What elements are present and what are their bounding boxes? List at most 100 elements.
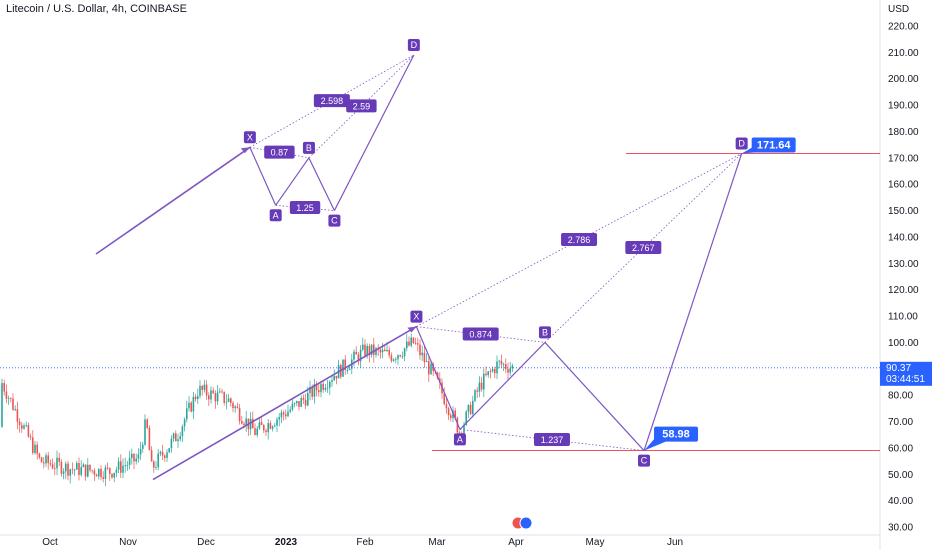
illustration-ratio-box bbox=[346, 99, 377, 113]
candle-body bbox=[368, 346, 371, 356]
candle-body bbox=[95, 474, 98, 477]
candle-body bbox=[381, 349, 384, 353]
candle-body bbox=[480, 382, 483, 390]
candle-body bbox=[430, 364, 432, 375]
impulse-arrowhead bbox=[407, 326, 417, 333]
candle-body bbox=[172, 433, 175, 439]
candle-body bbox=[428, 360, 430, 375]
candle-body bbox=[199, 385, 201, 397]
candle-body bbox=[126, 464, 129, 466]
candle-body bbox=[476, 390, 478, 392]
candle-body bbox=[113, 472, 115, 478]
candle-body bbox=[276, 419, 278, 426]
price-callout-label: 171.64 bbox=[757, 140, 792, 152]
candle-body bbox=[348, 368, 351, 371]
candle-body bbox=[157, 453, 159, 468]
candle-body bbox=[93, 470, 96, 475]
candle-body bbox=[159, 451, 162, 454]
y-tick-label: 170.00 bbox=[888, 153, 919, 164]
candle-body bbox=[43, 462, 45, 464]
impulse-line bbox=[152, 325, 417, 481]
illustration-ratio-line bbox=[249, 146, 310, 159]
pattern-point-label: X bbox=[413, 312, 419, 322]
candle-body bbox=[318, 390, 320, 393]
candle-body bbox=[491, 368, 494, 372]
illustration-leg bbox=[249, 147, 277, 206]
candle-body bbox=[456, 417, 459, 433]
pattern-ratio-label: 2.767 bbox=[632, 243, 655, 253]
y-tick-label: 50.00 bbox=[888, 470, 913, 481]
candle-body bbox=[3, 383, 5, 392]
pattern-ratio-box bbox=[533, 433, 570, 447]
candle-body bbox=[131, 453, 133, 459]
illustration-impulse-line bbox=[95, 146, 251, 255]
candle-body bbox=[87, 464, 89, 477]
candle-body bbox=[181, 426, 184, 437]
candle-body bbox=[49, 463, 52, 465]
y-tick-label: 140.00 bbox=[888, 232, 919, 243]
candle-body bbox=[373, 344, 375, 355]
candle-body bbox=[302, 398, 305, 400]
candle-body bbox=[496, 361, 498, 374]
y-tick-label: 60.00 bbox=[888, 443, 913, 454]
candle-body bbox=[395, 359, 397, 361]
candle-body bbox=[265, 430, 267, 433]
price-callout-label: 58.98 bbox=[662, 429, 690, 441]
illustration-point-marker bbox=[269, 209, 282, 222]
price-callout bbox=[751, 137, 796, 153]
candle-body bbox=[208, 395, 210, 400]
candle-body bbox=[84, 464, 87, 477]
candle-body bbox=[384, 349, 386, 352]
candle-body bbox=[45, 455, 47, 464]
x-tick-label: Nov bbox=[119, 537, 137, 548]
candle-body bbox=[443, 393, 445, 405]
candle-body bbox=[89, 464, 91, 471]
candle-body bbox=[421, 352, 423, 356]
candle-body bbox=[355, 351, 357, 355]
candle-body bbox=[128, 458, 131, 465]
candle-body bbox=[274, 425, 276, 427]
candle-body bbox=[293, 403, 296, 404]
candle-body bbox=[278, 417, 280, 420]
y-tick-label: 130.00 bbox=[888, 259, 919, 270]
candle-body bbox=[234, 406, 236, 409]
candle-body bbox=[410, 337, 412, 346]
candle-body bbox=[25, 425, 27, 426]
candle-body bbox=[252, 418, 254, 429]
candle-body bbox=[304, 399, 307, 406]
candle-body bbox=[285, 414, 287, 417]
candle-body bbox=[51, 464, 54, 469]
candle-body bbox=[494, 368, 496, 374]
currency-label: USD bbox=[888, 4, 909, 15]
candle-body bbox=[353, 351, 355, 360]
y-tick-label: 210.00 bbox=[888, 48, 919, 59]
candle-body bbox=[408, 341, 410, 346]
candle-body bbox=[166, 452, 168, 458]
x-tick-label: Dec bbox=[197, 537, 215, 548]
pattern-point-label: D bbox=[738, 139, 745, 149]
candle-body bbox=[144, 419, 146, 445]
pattern-leg bbox=[544, 342, 645, 451]
candle-body bbox=[307, 392, 309, 406]
candle-body bbox=[100, 468, 102, 478]
candle-body bbox=[489, 371, 492, 373]
candle-body bbox=[67, 463, 69, 476]
y-tick-label: 200.00 bbox=[888, 74, 919, 85]
candle-body bbox=[241, 421, 243, 424]
candle-body bbox=[194, 396, 197, 400]
candle-body bbox=[447, 408, 450, 416]
pattern-ratio-box bbox=[625, 240, 662, 254]
candle-body bbox=[313, 384, 316, 397]
candle-body bbox=[478, 382, 481, 392]
pattern-point-label: B bbox=[542, 327, 548, 337]
candle-body bbox=[227, 398, 230, 402]
candle-body bbox=[91, 470, 93, 472]
candle-body bbox=[483, 373, 485, 390]
candle-body bbox=[509, 368, 511, 373]
candle-body bbox=[390, 355, 393, 361]
candle-body bbox=[201, 385, 203, 390]
candle-body bbox=[221, 391, 223, 393]
candle-body bbox=[179, 436, 181, 440]
illustration-leg bbox=[275, 157, 310, 206]
